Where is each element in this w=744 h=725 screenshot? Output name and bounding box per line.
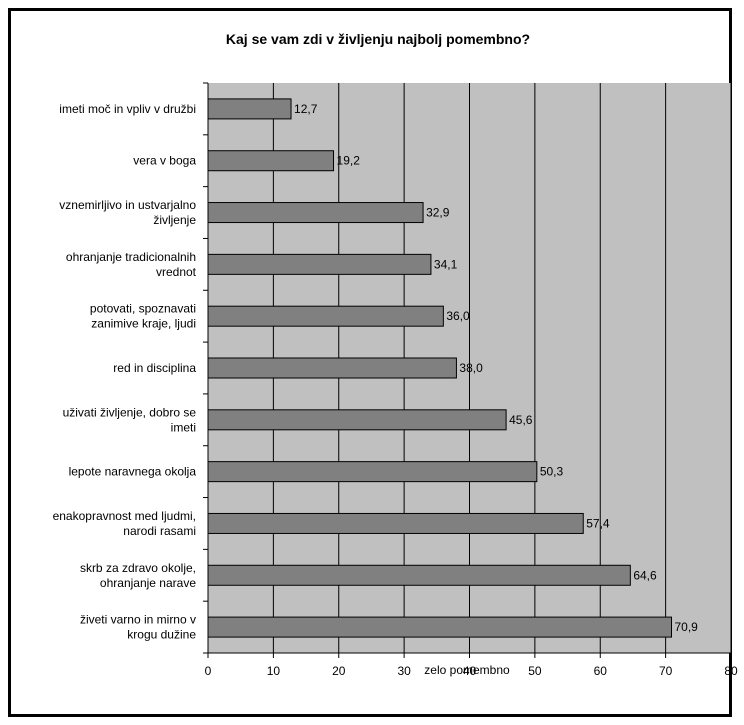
chart-title: Kaj se vam zdi v življenju najbolj pomem…: [226, 31, 530, 47]
bar: [207, 357, 457, 379]
data-label: 34,1: [434, 257, 458, 271]
data-label: 70,9: [675, 620, 699, 634]
bar: [207, 253, 432, 275]
category-label: potovati, spoznavati zanimive kraje, ljud…: [90, 302, 196, 331]
category-label: vera v boga: [133, 154, 196, 168]
x-tick-label: 0: [205, 664, 212, 678]
x-tick-label: 50: [528, 664, 542, 678]
x-tick-label: 20: [332, 664, 346, 678]
bar: [207, 512, 584, 534]
data-label: 36,0: [446, 309, 470, 323]
x-tick-label: 30: [397, 664, 411, 678]
category-label: vznemirljivo in ustvarjalno življenje: [59, 198, 196, 227]
category-label: red in disciplina: [113, 361, 196, 375]
category-label: uživati življenje, dobro se imeti: [63, 405, 197, 434]
bar: [207, 616, 673, 638]
data-label: 19,2: [337, 154, 361, 168]
data-label: 38,0: [459, 361, 483, 375]
data-label: 12,7: [294, 102, 318, 116]
data-label: 64,6: [633, 568, 657, 582]
bar: [207, 305, 444, 327]
category-label: ohranjanje tradicionalnih vrednot: [66, 250, 197, 279]
category-label: skrb za zdravo okolje, ohranjanje narave: [80, 561, 196, 590]
bar: [207, 98, 292, 120]
data-label: 50,3: [540, 465, 564, 479]
bar: [207, 461, 538, 483]
bar: [207, 564, 631, 586]
x-axis-title: zelo pomembno: [424, 663, 510, 677]
category-label: živeti varno in mirno v krogu dužine: [80, 613, 196, 642]
data-label: 32,9: [426, 206, 450, 220]
category-label: lepote naravnega okolja: [69, 465, 197, 479]
bar: [207, 150, 335, 172]
category-label: enakopravnost med ljudmi, narodi rasami: [53, 509, 196, 538]
x-tick-label: 10: [267, 664, 281, 678]
x-tick-label: 70: [659, 664, 673, 678]
x-tick-label: 40: [463, 664, 477, 678]
bar: [207, 409, 507, 431]
x-tick-label: 80: [724, 664, 738, 678]
x-tick-label: 60: [594, 664, 608, 678]
data-label: 45,6: [509, 413, 533, 427]
data-label: 57,4: [586, 516, 610, 530]
bar: [207, 202, 424, 224]
category-label: imeti moč in vpliv v družbi: [59, 102, 196, 116]
